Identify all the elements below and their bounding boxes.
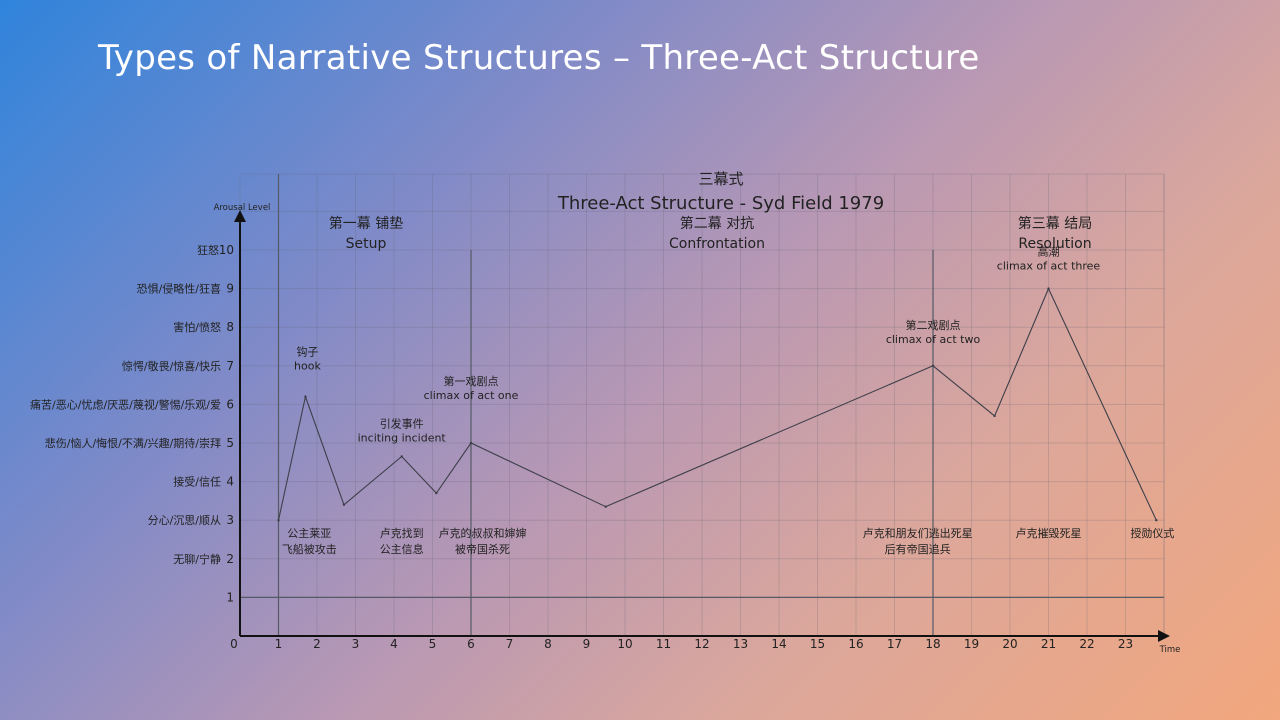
act-title-en: Resolution <box>1018 236 1091 252</box>
act-title-zh: 第二幕 对抗 <box>680 215 754 232</box>
plot-point-label-zh: 钩子 <box>296 345 318 359</box>
x-tick-label: 7 <box>506 637 514 651</box>
x-tick-label: 9 <box>583 637 591 651</box>
x-tick-label: 12 <box>694 637 709 651</box>
plot-point-label-en: inciting incident <box>358 432 447 445</box>
y-tick-label: 5 <box>226 436 234 450</box>
x-axis-title: Time <box>1159 645 1181 655</box>
story-event-label: 飞船被攻击 <box>282 542 337 556</box>
x-tick-label: 10 <box>617 637 632 651</box>
x-tick-label: 6 <box>467 637 475 651</box>
act-title-en: Confrontation <box>669 236 765 252</box>
story-event-label: 后有帝国追兵 <box>885 542 951 556</box>
plot-point-label-zh: 引发事件 <box>380 417 424 431</box>
x-tick-label: 23 <box>1118 637 1133 651</box>
story-arc-point <box>604 505 607 508</box>
x-tick-label: 20 <box>1002 637 1017 651</box>
y-tick-label: 1 <box>226 590 234 604</box>
plot-point-label-en: climax of act one <box>424 389 519 402</box>
y-category-label: 接受/信任 <box>173 476 221 489</box>
y-axis-title: Arousal Level <box>214 203 271 213</box>
x-tick-label: 14 <box>771 637 786 651</box>
y-category-label: 痛苦/恶心/忧虑/厌恶/蔑视/警惕/乐观/爱 <box>30 397 221 411</box>
story-arc-point <box>469 441 473 445</box>
plot-point-label-en: climax of act three <box>997 260 1101 273</box>
chart-title: 三幕式 <box>698 170 743 188</box>
y-category-label: 惊愕/敬畏/惊喜/快乐 <box>122 359 221 373</box>
plot-point-label-zh: 第二戏剧点 <box>906 318 961 332</box>
y-tick-label: 10 <box>219 243 234 257</box>
x-tick-label: 1 <box>275 637 283 651</box>
chart-series <box>277 287 1158 522</box>
x-tick-label: 0 <box>230 637 238 651</box>
story-event-label: 授勋仪式 <box>1130 526 1174 540</box>
story-arc-point <box>931 364 935 367</box>
y-tick-label: 9 <box>226 282 234 296</box>
y-tick-label: 6 <box>226 397 234 411</box>
plot-point-label-en: hook <box>294 360 321 373</box>
x-tick-label: 4 <box>390 637 398 651</box>
y-category-label: 悲伤/恼人/悔恨/不满/兴趣/期待/崇拜 <box>45 436 221 450</box>
story-arc-point <box>304 395 307 398</box>
x-tick-label: 15 <box>810 637 825 651</box>
y-category-label: 恐惧/侵略性/狂喜 <box>137 282 221 296</box>
x-tick-label: 17 <box>887 637 902 651</box>
story-event-label: 被帝国杀死 <box>455 542 510 556</box>
x-tick-label: 22 <box>1079 637 1094 651</box>
story-event-label: 公主莱亚 <box>287 527 331 540</box>
story-arc-point <box>342 503 346 506</box>
story-arc-point <box>277 519 280 522</box>
slide-title: Types of Narrative Structures – Three-Ac… <box>98 38 980 78</box>
story-event-label: 卢克找到 <box>380 526 424 540</box>
y-category-label: 分心/沉思/顺从 <box>148 514 221 527</box>
story-arc-point <box>435 491 438 495</box>
story-arc-point <box>400 455 403 458</box>
act-title-zh: 第三幕 结局 <box>1018 215 1092 232</box>
act-title-zh: 第一幕 铺垫 <box>329 215 403 232</box>
y-category-label: 害怕/愤怒 <box>173 320 221 334</box>
story-arc-point <box>993 414 996 418</box>
x-tick-label: 3 <box>352 637 360 651</box>
story-arc-point <box>1047 287 1050 290</box>
story-event-label: 公主信息 <box>380 542 424 556</box>
y-axis-arrow <box>234 210 246 222</box>
y-tick-label: 8 <box>226 320 234 334</box>
plot-point-label-zh: 第一戏剧点 <box>444 374 499 388</box>
x-tick-label: 13 <box>733 637 748 651</box>
y-tick-label: 4 <box>226 475 234 489</box>
x-tick-label: 5 <box>429 637 437 651</box>
x-tick-label: 11 <box>656 637 671 651</box>
x-tick-label: 16 <box>848 637 863 651</box>
story-event-label: 卢克的叔叔和婶婶 <box>439 526 527 540</box>
y-category-label: 无聊/宁静 <box>173 552 221 566</box>
act-title-en: Setup <box>346 236 387 252</box>
x-tick-label: 2 <box>313 637 321 651</box>
story-arc-point <box>1155 519 1158 522</box>
x-tick-label: 18 <box>925 637 940 651</box>
y-tick-label: 3 <box>226 513 234 527</box>
chart-axes <box>234 174 1170 642</box>
y-category-label: 狂怒 <box>197 243 219 257</box>
story-event-label: 卢克和朋友们逃出死星 <box>863 526 973 540</box>
chart-subtitle: Three-Act Structure - Syd Field 1979 <box>557 193 884 214</box>
x-tick-label: 21 <box>1041 637 1056 651</box>
plot-point-label-en: climax of act two <box>886 333 981 346</box>
x-tick-label: 8 <box>544 637 552 651</box>
y-tick-label: 2 <box>226 552 234 566</box>
story-event-label: 卢克摧毁死星 <box>1016 526 1082 540</box>
plot-point-label-zh: 高潮 <box>1038 245 1060 259</box>
y-tick-label: 7 <box>226 359 234 373</box>
x-tick-label: 19 <box>964 637 979 651</box>
x-axis-arrow <box>1158 630 1170 642</box>
